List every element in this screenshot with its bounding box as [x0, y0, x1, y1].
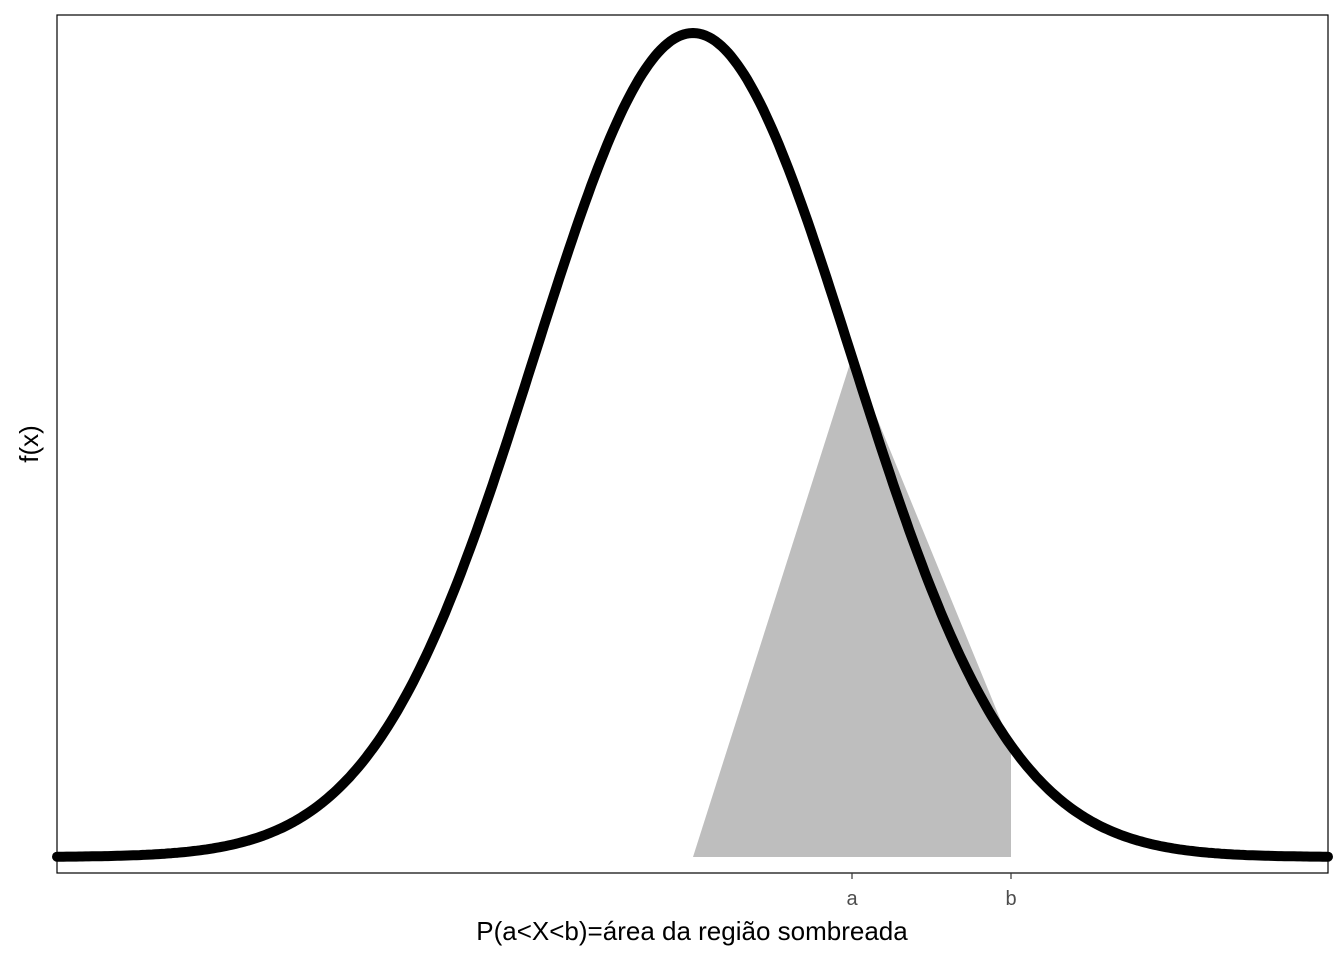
density-curve [52, 28, 1333, 862]
x-tick-label-a: a [846, 888, 858, 910]
shaded-region [693, 357, 1011, 857]
x-tick-label-b: b [1005, 888, 1016, 910]
plot-area [52, 28, 1333, 862]
y-axis-title: f(x) [14, 425, 44, 463]
plot-border [56, 14, 1329, 874]
x-axis-title: P(a<X<b)=área da região sombreada [476, 916, 908, 946]
